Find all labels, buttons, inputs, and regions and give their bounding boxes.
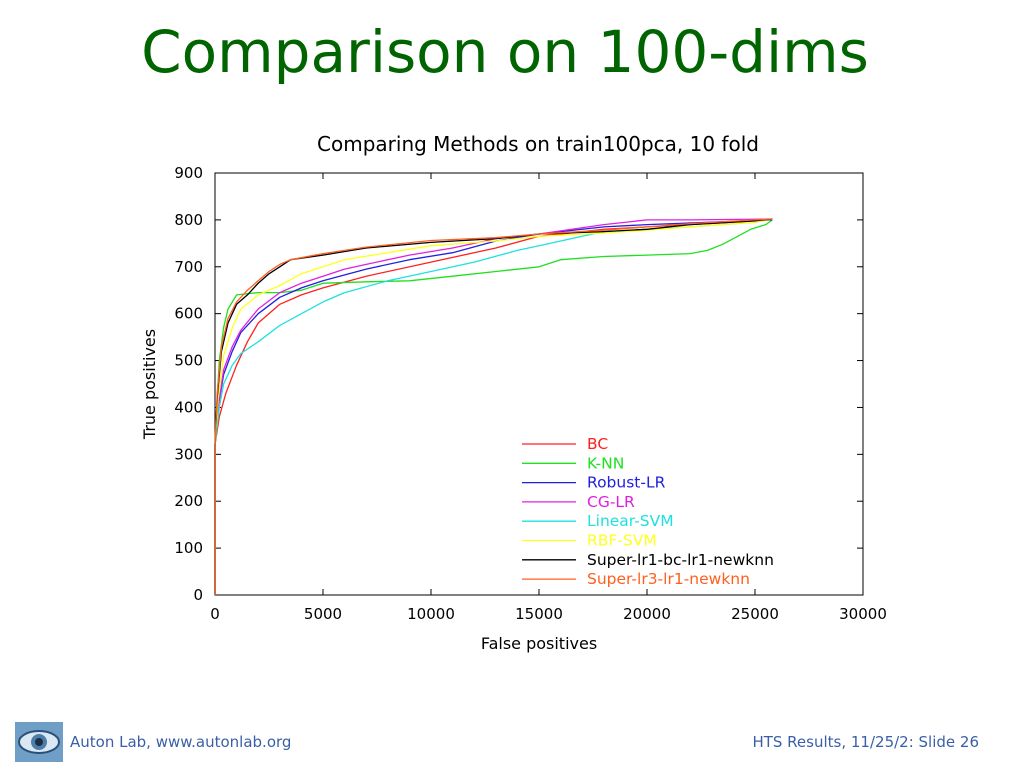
- legend-label: K-NN: [587, 454, 624, 472]
- chart-title: Comparing Methods on train100pca, 10 fol…: [317, 132, 759, 156]
- x-tick-label: 10000: [407, 605, 455, 623]
- series-line-super-lr3-lr1-newknn: [214, 218, 773, 595]
- series-line-robust-lr: [214, 219, 773, 595]
- y-tick-label: 200: [174, 492, 203, 510]
- y-tick-label: 400: [174, 398, 203, 416]
- legend: BCK-NNRobust-LRCG-LRLinear-SVMRBF-SVMSup…: [522, 435, 774, 588]
- y-tick-label: 0: [193, 586, 203, 604]
- slide-title: Comparison on 100-dims: [141, 18, 869, 86]
- y-tick-label: 500: [174, 352, 203, 370]
- series-line-rbf-svm: [214, 218, 773, 595]
- y-tick-label: 800: [174, 211, 203, 229]
- y-tick-label: 900: [174, 164, 203, 182]
- legend-label: Robust-LR: [587, 474, 666, 492]
- x-tick-label: 20000: [623, 605, 671, 623]
- series-line-bc: [214, 219, 773, 595]
- x-tick-label: 0: [210, 605, 220, 623]
- series-line-cg-lr: [214, 218, 773, 595]
- footer-slide-info: HTS Results, 11/25/2: Slide 26: [752, 733, 979, 751]
- series-line-k-nn: [214, 219, 773, 595]
- y-axis-label: True positives: [140, 329, 159, 440]
- legend-label: Linear-SVM: [587, 512, 674, 530]
- roc-chart: Comparing Methods on train100pca, 10 fol…: [140, 132, 887, 653]
- legend-label: BC: [587, 435, 608, 453]
- footer-credit: Auton Lab, www.autonlab.org: [70, 733, 292, 751]
- y-tick-label: 700: [174, 258, 203, 276]
- x-tick-label: 30000: [839, 605, 887, 623]
- series-lines: [214, 218, 773, 595]
- legend-label: CG-LR: [587, 493, 635, 511]
- x-tick-label: 5000: [304, 605, 342, 623]
- y-tick-label: 300: [174, 445, 203, 463]
- y-tick-label: 100: [174, 539, 203, 557]
- axis-ticks: 0 5000 10000 15000 20000 25000 30000 0 100 200 300…: [174, 164, 887, 623]
- legend-label: Super-lr1-bc-lr1-newknn: [587, 551, 774, 569]
- eye-logo-icon: [15, 722, 63, 762]
- y-tick-label: 600: [174, 305, 203, 323]
- x-tick-label: 15000: [515, 605, 563, 623]
- x-axis-label: False positives: [481, 634, 597, 653]
- legend-label: RBF-SVM: [587, 532, 657, 550]
- x-tick-label: 25000: [731, 605, 779, 623]
- legend-label: Super-lr3-lr1-newknn: [587, 570, 750, 588]
